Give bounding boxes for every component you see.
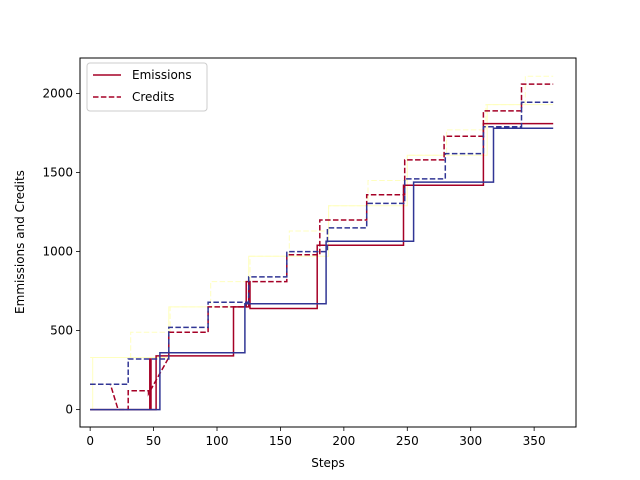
legend-label-credits: Credits xyxy=(132,90,174,104)
x-tick-label: 0 xyxy=(86,434,94,448)
legend: Emissions Credits xyxy=(86,62,208,112)
legend-label-emissions: Emissions xyxy=(132,68,192,82)
x-tick-label: 300 xyxy=(459,434,482,448)
x-tick-label: 100 xyxy=(206,434,229,448)
plot-frame xyxy=(79,57,577,428)
x-tick-label: 350 xyxy=(523,434,546,448)
y-tick-label: 2000 xyxy=(42,87,73,101)
x-axis-ticks: 0 50 100 150 200 250 300 350 xyxy=(86,427,546,448)
series-line-5 xyxy=(90,101,554,386)
series-line-1 xyxy=(90,75,554,358)
x-tick-label: 250 xyxy=(396,434,419,448)
y-axis-ticks: 0 500 1000 1500 2000 xyxy=(42,87,80,417)
plot-lines xyxy=(90,75,554,411)
series-line-4 xyxy=(90,127,554,411)
y-tick-label: 500 xyxy=(50,324,73,338)
series-line-0 xyxy=(90,104,554,411)
y-tick-label: 1500 xyxy=(42,166,73,180)
x-tick-label: 50 xyxy=(146,434,161,448)
y-tick-label: 1000 xyxy=(42,245,73,259)
x-tick-label: 150 xyxy=(269,434,292,448)
x-axis-label: Steps xyxy=(311,456,345,470)
y-axis-label: Emmissions and Credits xyxy=(13,170,27,314)
x-tick-label: 200 xyxy=(332,434,355,448)
y-tick-label: 0 xyxy=(65,403,73,417)
